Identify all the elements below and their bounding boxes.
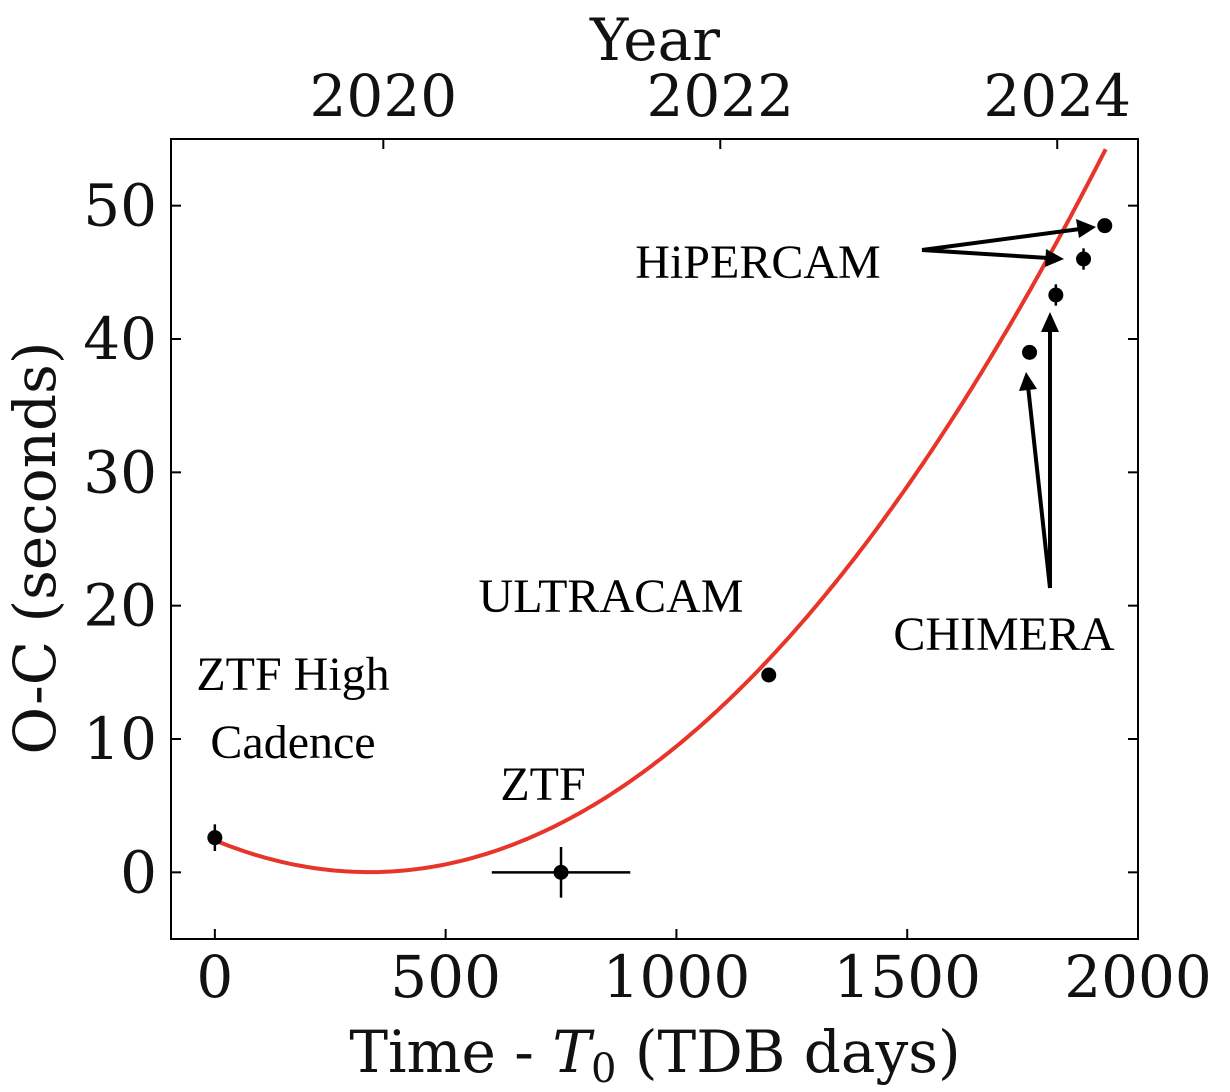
y-axis-title: O-C (seconds) <box>1 341 69 754</box>
y-tick-label: 50 <box>83 172 157 240</box>
x-axis-title-subscript: 0 <box>591 1046 616 1092</box>
x-tick-label: 1000 <box>603 943 751 1011</box>
top-tick-label: 2022 <box>646 62 794 130</box>
data-point <box>761 667 777 683</box>
y-tick-label: 40 <box>83 305 157 373</box>
x-tick-labels: 0 500 1000 1500 2000 <box>196 943 1211 1011</box>
top-tick-label: 2020 <box>310 62 458 130</box>
x-tick-label: 1500 <box>833 943 981 1011</box>
top-axis-title: Year <box>589 6 720 74</box>
annotation-ztf-high-cadence-line2: Cadence <box>210 716 375 769</box>
arrowhead-hipercam-lower <box>1045 249 1064 267</box>
annotation-chimera: CHIMERA <box>893 608 1115 661</box>
plot-frame <box>170 138 1139 940</box>
x-tick-label: 500 <box>390 943 501 1011</box>
annotation-ztf-high-cadence-line1: ZTF High <box>196 648 389 701</box>
top-tick-labels: 2020 2022 2024 <box>310 62 1132 130</box>
x-axis-title-prefix: Time - <box>349 1018 552 1086</box>
data-point <box>1076 251 1092 267</box>
x-tick-label: 0 <box>196 943 233 1011</box>
x-tick-label: 2000 <box>1064 943 1212 1011</box>
ticks <box>171 139 1139 939</box>
y-tick-label: 0 <box>120 838 157 906</box>
y-tick-labels: 0 10 20 30 40 50 <box>83 172 157 907</box>
arrowhead-chimera-right <box>1041 312 1059 332</box>
data-point <box>1048 287 1064 303</box>
data-point <box>207 830 223 846</box>
data-point <box>1097 218 1113 234</box>
arrow-chimera-left <box>1026 385 1052 589</box>
x-axis-title-suffix: (TDB days) <box>616 1018 960 1086</box>
annotation-hipercam: HiPERCAM <box>635 236 880 289</box>
top-tick-label: 2024 <box>983 62 1131 130</box>
fit-curve <box>214 148 1108 875</box>
annotation-ultracam: ULTRACAM <box>479 570 744 623</box>
data-point <box>1022 344 1038 360</box>
x-axis-title-symbol: T <box>552 1018 595 1086</box>
arrow-hipercam-upper <box>921 227 1081 252</box>
x-axis-title: Time - T0 (TDB days) <box>349 1018 960 1092</box>
y-tick-label: 20 <box>83 572 157 640</box>
arrowhead-hipercam-upper <box>1076 219 1096 238</box>
y-tick-label: 10 <box>83 705 157 773</box>
annotations: ZTF High Cadence ZTF ULTRACAM CHIMERA Hi… <box>196 219 1115 811</box>
arrowhead-chimera-left <box>1019 372 1037 391</box>
y-tick-label: 30 <box>83 438 157 506</box>
arrow-hipercam-lower <box>921 248 1049 260</box>
data-point <box>553 864 569 880</box>
annotation-ztf: ZTF <box>500 758 585 811</box>
data-points <box>207 218 1113 898</box>
